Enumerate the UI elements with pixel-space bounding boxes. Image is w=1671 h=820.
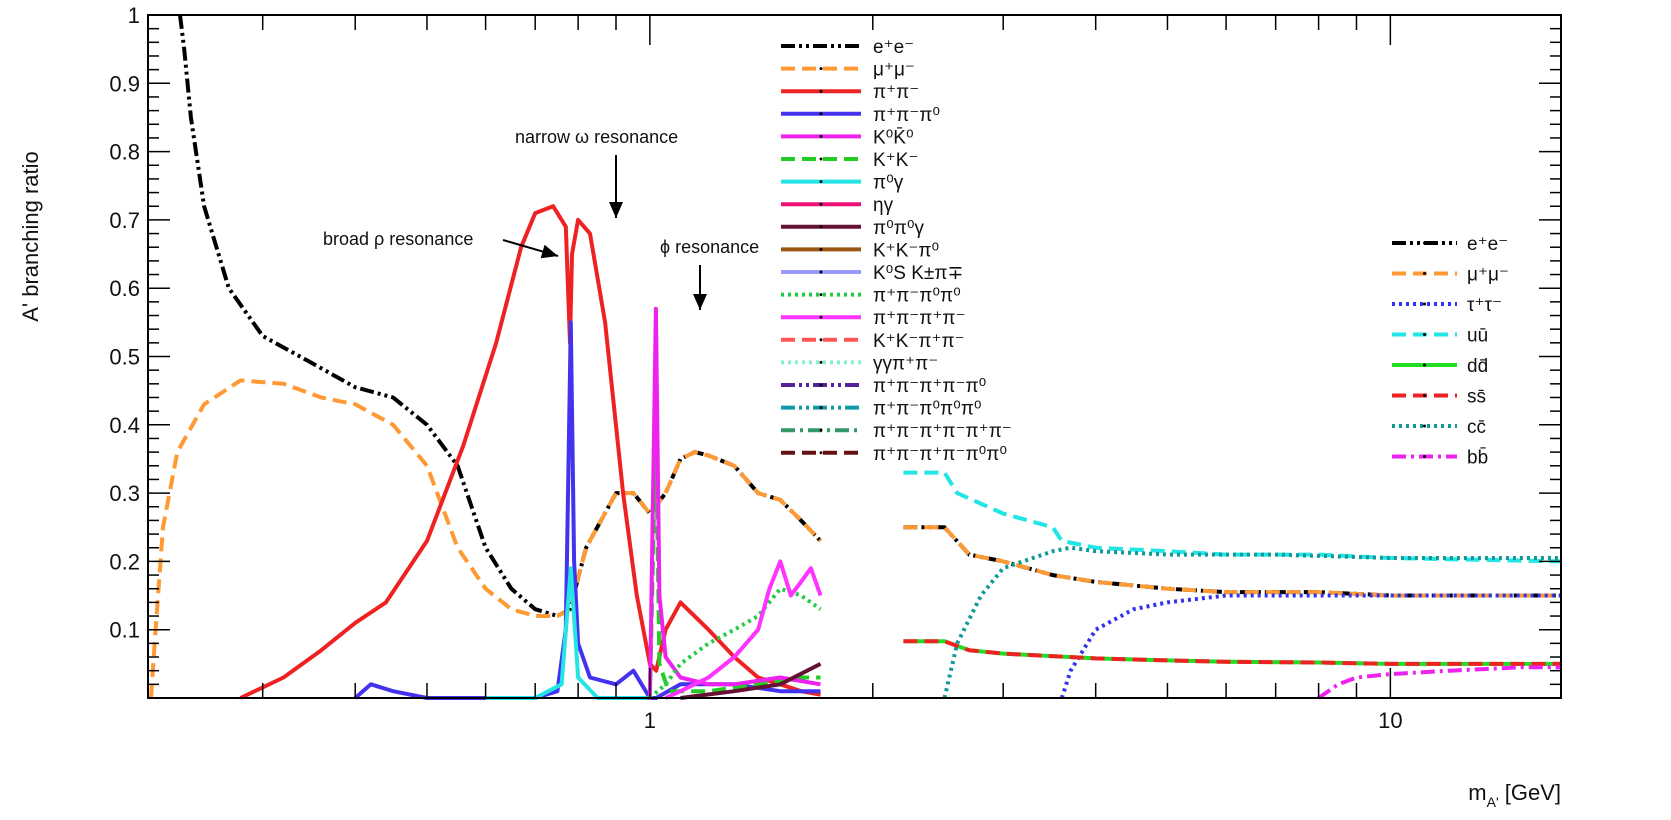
series-bb	[1317, 665, 1561, 700]
y-tick-label: 0.7	[109, 208, 140, 233]
y-tick-label: 0.3	[109, 481, 140, 506]
legends: e⁺e⁻μ⁺μ⁻π⁺π⁻π⁺π⁻π⁰K⁰K̄⁰K⁺K⁻π⁰γηγπ⁰π⁰γK⁺K…	[781, 37, 1509, 469]
legend-marker-l6	[819, 157, 823, 161]
series-pipipi0	[353, 320, 821, 700]
legend-label-r8: bb̄	[1467, 448, 1488, 469]
legend-marker-r4	[1423, 333, 1426, 336]
series-pi4c	[664, 559, 823, 700]
legend-marker-l15	[819, 360, 823, 364]
y-tick-label: 0.9	[109, 71, 140, 96]
legend-marker-r1	[1423, 241, 1426, 245]
legend-marker-r7	[1423, 424, 1426, 428]
legend-label-l15: γγπ⁺π⁻	[873, 353, 938, 374]
legend-marker-l17	[819, 406, 823, 410]
axes: 0.1 0.2 0.3 0.4 0.5 0.6 0.7 0.8 0.9 1 1 10	[109, 3, 1562, 733]
y-axis-title: A' branching ratio	[18, 151, 43, 322]
legend-marker-l10	[819, 247, 823, 251]
legend-label-l3: π⁺π⁻	[873, 82, 919, 103]
legend-label-r4: uū	[1467, 326, 1488, 347]
y-tick-label: 0.6	[109, 276, 140, 301]
series-KS	[647, 306, 821, 700]
legend-label-l4: π⁺π⁻π⁰	[873, 105, 940, 126]
y-tick-label: 0.4	[109, 413, 140, 438]
legend-label-l1: e⁺e⁻	[873, 37, 914, 58]
legend-label-r5: dd̄	[1467, 356, 1488, 377]
series-uu	[903, 470, 1562, 564]
legend-marker-l2	[819, 67, 823, 71]
y-tick-label: 1	[128, 3, 140, 28]
legend-marker-l16	[819, 383, 823, 387]
annotation-arrowhead	[609, 202, 623, 218]
x-axis-title: mA' [GeV]	[1468, 780, 1561, 810]
legend-marker-l14	[819, 338, 823, 342]
legend-label-r3: τ⁺τ⁻	[1467, 295, 1502, 316]
series-misc	[680, 662, 822, 700]
series-mumu_high	[903, 525, 1561, 598]
legend-label-l11: K⁰S K±π∓	[873, 263, 963, 284]
legend-marker-l12	[819, 293, 823, 297]
legend-label-l7: π⁰γ	[873, 173, 904, 194]
annotations: narrow ω resonance broad ρ resonance ϕ res…	[323, 127, 759, 310]
legend-label-l10: K⁺K⁻π⁰	[873, 240, 939, 261]
legend-label-l9: π⁰π⁰γ	[873, 218, 924, 239]
annotation-label: ϕ resonance	[660, 237, 759, 257]
series-ee_low	[178, 14, 822, 618]
legend-marker-l19	[819, 451, 823, 455]
series-mumu_low	[149, 378, 822, 699]
series-cc	[942, 545, 1561, 699]
legend-label-l18: π⁺π⁻π⁺π⁻π⁺π⁻	[873, 421, 1012, 442]
y-tick-label: 0.1	[109, 618, 140, 643]
annotation-arrowhead	[540, 244, 558, 259]
legend-label-l8: ηγ	[873, 195, 894, 216]
legend-marker-r3	[1423, 302, 1426, 306]
legend-label-l19: π⁺π⁻π⁺π⁻π⁰π⁰	[873, 444, 1007, 465]
legend-marker-l18	[819, 428, 823, 432]
legend-label-l5: K⁰K̄⁰	[873, 127, 914, 148]
legend-marker-l4	[819, 112, 823, 116]
legend-marker-l13	[819, 315, 823, 319]
legend-marker-l8	[819, 202, 823, 206]
x-tick-label: 1	[644, 708, 656, 733]
series-dd	[903, 639, 1561, 666]
legend-marker-l5	[819, 134, 823, 138]
y-tick-label: 0.8	[109, 140, 140, 165]
legend-label-r7: cc̄	[1467, 417, 1486, 438]
legend-label-r1: e⁺e⁻	[1467, 234, 1508, 255]
legend-marker-r8	[1423, 455, 1426, 458]
legend-marker-l11	[819, 270, 823, 274]
y-tick-label: 0.5	[109, 345, 140, 370]
legend-label-r6: ss̄	[1467, 387, 1486, 408]
legend-label-l6: K⁺K⁻	[873, 150, 918, 171]
legend-marker-r2	[1423, 272, 1426, 275]
legend-label-l2: μ⁺μ⁻	[873, 60, 915, 81]
legend-label-l14: K⁺K⁻π⁺π⁻	[873, 331, 965, 352]
series-pipi	[239, 204, 821, 700]
legend-marker-l7	[819, 180, 823, 184]
legend-label-r2: μ⁺μ⁻	[1467, 265, 1509, 286]
legend-marker-r5	[1423, 363, 1426, 367]
legend-label-l13: π⁺π⁻π⁺π⁻	[873, 308, 966, 329]
x-tick-label: 10	[1378, 708, 1402, 733]
series-tautau	[1059, 593, 1561, 699]
series-ss	[903, 639, 1561, 666]
legend-label-l16: π⁺π⁻π⁺π⁻π⁰	[873, 376, 986, 397]
legend-marker-l3	[819, 89, 823, 93]
y-tick-label: 0.2	[109, 549, 140, 574]
legend-marker-l1	[819, 44, 823, 48]
annotation-arrowhead	[693, 294, 707, 310]
series-pi4	[648, 586, 822, 700]
series-layer	[149, 14, 1562, 700]
annotation-label: broad ρ resonance	[323, 229, 473, 249]
legend-label-l12: π⁺π⁻π⁰π⁰	[873, 286, 961, 307]
legend-marker-l9	[819, 225, 823, 229]
annotation-label: narrow ω resonance	[515, 127, 678, 147]
legend-label-l17: π⁺π⁻π⁰π⁰π⁰	[873, 399, 981, 420]
legend-marker-r6	[1423, 394, 1426, 397]
